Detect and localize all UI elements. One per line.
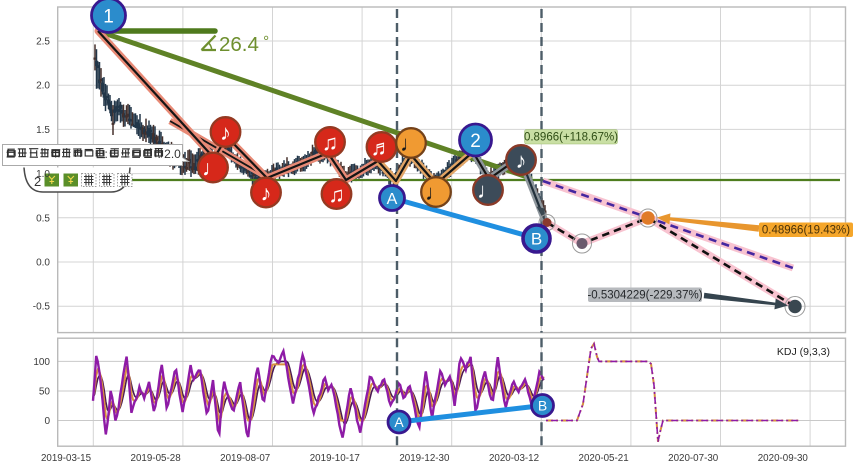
svg-text:♫: ♫ bbox=[322, 130, 339, 155]
svg-text:2019-03-15: 2019-03-15 bbox=[41, 453, 92, 464]
svg-text:100: 100 bbox=[33, 357, 50, 368]
svg-text:2019-12-30: 2019-12-30 bbox=[399, 453, 450, 464]
svg-text:1: 1 bbox=[103, 6, 114, 27]
svg-text:0: 0 bbox=[44, 416, 50, 427]
svg-text:2019-10-17: 2019-10-17 bbox=[310, 453, 360, 464]
svg-text:♪: ♪ bbox=[261, 181, 272, 206]
svg-text:♬: ♬ bbox=[371, 135, 393, 160]
svg-text:♪: ♪ bbox=[220, 120, 231, 145]
svg-text:2020-09-30: 2020-09-30 bbox=[758, 453, 809, 464]
svg-text:: 2.0: : 2.0 bbox=[158, 147, 182, 161]
svg-text:2.5: 2.5 bbox=[36, 37, 50, 48]
svg-text:2020-07-30: 2020-07-30 bbox=[668, 453, 719, 464]
svg-text:♫: ♫ bbox=[328, 182, 345, 207]
svg-text:2.0: 2.0 bbox=[36, 81, 50, 92]
svg-text:♩: ♩ bbox=[400, 131, 422, 156]
svg-text:♩: ♩ bbox=[202, 156, 224, 181]
svg-text:0.48966(19.43%): 0.48966(19.43%) bbox=[762, 225, 850, 237]
svg-text:0.5: 0.5 bbox=[36, 213, 50, 224]
svg-text:2020-03-12: 2020-03-12 bbox=[489, 453, 539, 464]
svg-text:26.4 °: 26.4 ° bbox=[219, 33, 269, 56]
svg-text:B: B bbox=[538, 398, 547, 414]
svg-text::: : bbox=[105, 147, 108, 161]
svg-text:♪: ♪ bbox=[516, 148, 527, 173]
svg-text:B: B bbox=[531, 230, 542, 249]
svg-text:-0.5: -0.5 bbox=[33, 302, 51, 313]
svg-text:2019-05-28: 2019-05-28 bbox=[131, 453, 182, 464]
svg-text:1.5: 1.5 bbox=[36, 125, 50, 136]
svg-text:2020-05-21: 2020-05-21 bbox=[579, 453, 629, 464]
svg-text:2019-08-07: 2019-08-07 bbox=[220, 453, 270, 464]
svg-text:KDJ (9,3,3): KDJ (9,3,3) bbox=[777, 346, 830, 358]
svg-text:♩: ♩ bbox=[477, 178, 499, 203]
svg-text:A: A bbox=[394, 414, 404, 430]
svg-text:0.0: 0.0 bbox=[36, 258, 50, 269]
svg-text:2: 2 bbox=[470, 131, 481, 152]
svg-text:2: 2 bbox=[34, 174, 41, 189]
svg-text:50: 50 bbox=[39, 387, 51, 398]
svg-text:1.0: 1.0 bbox=[36, 169, 50, 180]
svg-text:A: A bbox=[387, 191, 398, 208]
svg-text:0.8966(+118.67%): 0.8966(+118.67%) bbox=[524, 132, 618, 144]
svg-text:-0.5304229(-229.37%): -0.5304229(-229.37%) bbox=[587, 290, 702, 302]
svg-text:♩: ♩ bbox=[425, 180, 447, 205]
